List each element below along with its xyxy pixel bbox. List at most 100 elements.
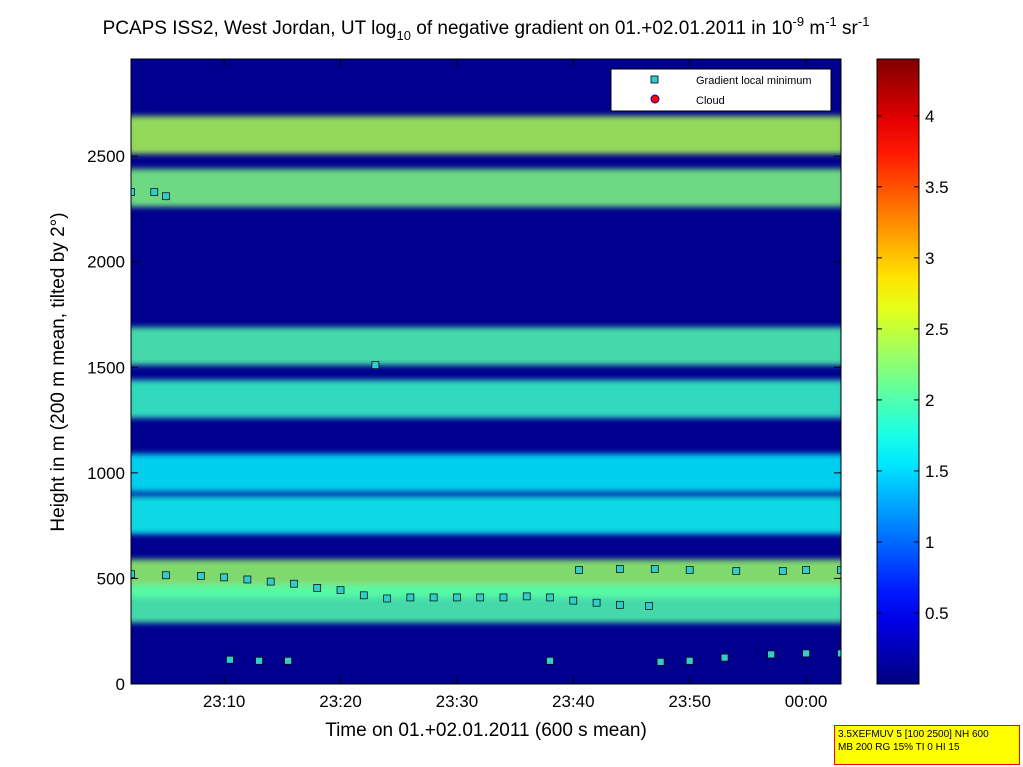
gradient-minimum-point xyxy=(837,649,841,658)
gradient-minimum-point xyxy=(150,188,159,196)
gradient-minimum-point xyxy=(802,566,810,574)
gradient-minimum-point xyxy=(499,593,508,602)
gradient-minimum-point xyxy=(650,565,659,573)
gradient-minimum-point xyxy=(383,594,391,603)
info-line-1: 3.5XEFMUV 5 [100 2500] NH 600 xyxy=(838,729,989,740)
title-sup-exp3: -1 xyxy=(858,14,870,29)
heat-layer-5 xyxy=(131,496,841,535)
gradient-minimum-point xyxy=(685,566,694,574)
x-tick-label: 00:00 xyxy=(785,692,828,711)
colorbar-ticks: 0.5 1 1.5 2 2.5 3 3.5 4 xyxy=(877,107,949,623)
x-axis-label: Time on 01.+02.01.2011 (600 s mean) xyxy=(325,720,647,741)
gradient-minimum-point xyxy=(359,591,368,600)
gradient-minimum-point xyxy=(290,579,298,588)
gradient-minimum-point xyxy=(429,593,438,602)
title-part-1: PCAPS ISS2, West Jordan, UT log xyxy=(103,18,397,39)
info-box: 3.5XEFMUV 5 [100 2500] NH 600 MB 200 RG … xyxy=(834,725,1020,765)
x-tick-label: 23:10 xyxy=(203,692,246,711)
heat-layer-7 xyxy=(131,584,841,623)
title-sup-exp2: -1 xyxy=(825,14,837,29)
y-tick-label: 500 xyxy=(97,569,125,588)
gradient-minimum-point xyxy=(131,188,135,196)
heat-layer-0 xyxy=(131,116,841,155)
gradient-minimum-point xyxy=(522,592,531,601)
x-axis: 23:10 23:20 23:30 23:40 23:50 00:00 xyxy=(203,59,828,711)
legend-box xyxy=(610,68,832,112)
gradient-minimum-point xyxy=(313,584,322,592)
colorbar-frame xyxy=(876,58,920,685)
gradient-minimum-point xyxy=(732,567,741,575)
title-sub-10: 10 xyxy=(397,28,411,43)
gradient-minimum-point xyxy=(226,655,234,664)
gradient-minimum-point xyxy=(131,570,135,579)
title-part-4: sr xyxy=(837,18,859,39)
gradient-minimum-point xyxy=(685,656,694,665)
gradient-minimum-point xyxy=(767,650,776,659)
colorbar-tick-label: 2 xyxy=(925,391,934,410)
gradient-minimum-point xyxy=(616,600,624,609)
gradient-minimum-point xyxy=(546,593,554,602)
colorbar-gradient xyxy=(877,59,919,684)
gradient-minimum-point xyxy=(575,566,583,574)
legend-label-gradient: Gradient local minimum xyxy=(696,75,812,87)
heat-layer-1 xyxy=(131,168,841,207)
gradient-minimum-point xyxy=(453,593,461,602)
heat-layer-2 xyxy=(131,327,841,366)
gradient-minimum-point xyxy=(162,192,170,201)
colorbar-tick-label: 0.5 xyxy=(925,604,949,623)
colorbar: 0.5 1 1.5 2 2.5 3 3.5 4 xyxy=(876,58,949,685)
gradient-minimum-point xyxy=(802,649,810,658)
heatmap-layers xyxy=(131,116,841,623)
gradient-minimum-point xyxy=(255,656,263,665)
gradient-minimum-point xyxy=(778,567,787,575)
y-axis: 0 500 1000 1500 2000 2500 xyxy=(87,147,841,694)
info-line-2: MB 200 RG 15% TI 0 HI 15 xyxy=(838,742,960,753)
heat-layer-4 xyxy=(131,453,841,492)
gradient-minimum-point xyxy=(645,602,653,610)
legend-marker-square xyxy=(650,75,659,84)
y-tick-label: 1000 xyxy=(87,464,125,483)
legend-label-cloud: Cloud xyxy=(696,95,725,107)
title-part-2: of negative gradient on 01.+02.01.2011 i… xyxy=(411,18,793,39)
x-tick-label: 23:30 xyxy=(436,692,479,711)
title-part-3: m xyxy=(804,18,825,39)
colorbar-tick-label: 4 xyxy=(925,107,934,126)
gradient-minimum-point xyxy=(220,573,228,582)
heat-layer-3 xyxy=(131,379,841,418)
title-sup-exp1: -9 xyxy=(793,14,805,29)
legend: Gradient local minimum Cloud xyxy=(610,68,832,112)
y-tick-label: 2000 xyxy=(87,253,125,272)
gradient-minimum-markers xyxy=(131,188,841,666)
gradient-minimum-point xyxy=(266,577,275,586)
gradient-minimum-point xyxy=(162,571,170,580)
y-axis-label: Height in m (200 m mean, tilted by 2°) xyxy=(48,212,69,531)
gradient-minimum-point xyxy=(196,572,205,580)
gradient-minimum-point xyxy=(616,565,624,573)
y-tick-label: 2500 xyxy=(87,147,125,166)
gradient-minimum-point xyxy=(284,656,292,665)
legend-marker-circle xyxy=(650,94,660,104)
x-tick-label: 23:50 xyxy=(668,692,711,711)
gradient-minimum-point xyxy=(720,653,729,662)
colorbar-tick-label: 3 xyxy=(925,249,934,268)
gradient-minimum-point xyxy=(592,598,601,607)
x-tick-label: 23:40 xyxy=(552,692,595,711)
plot-frame xyxy=(130,58,842,685)
gradient-minimum-point xyxy=(371,361,380,370)
colorbar-tick-label: 1 xyxy=(925,533,934,552)
gradient-minimum-point xyxy=(656,657,665,666)
gradient-minimum-point xyxy=(406,593,415,602)
gradient-minimum-point xyxy=(243,575,252,584)
x-tick-label: 23:20 xyxy=(319,692,362,711)
gradient-minimum-point xyxy=(569,596,578,605)
gradient-minimum-point xyxy=(837,566,841,574)
gradient-minimum-point xyxy=(546,656,554,665)
gradient-minimum-point xyxy=(336,586,345,594)
gradient-minimum-point xyxy=(476,593,485,602)
y-tick-label: 1500 xyxy=(87,358,125,377)
colorbar-tick-label: 1.5 xyxy=(925,462,949,481)
colorbar-tick-label: 3.5 xyxy=(925,178,949,197)
colorbar-tick-label: 2.5 xyxy=(925,320,949,339)
y-tick-label: 0 xyxy=(116,675,125,694)
